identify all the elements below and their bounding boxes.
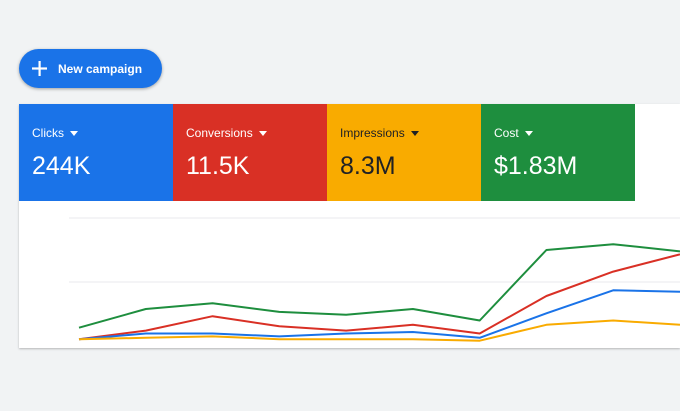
performance-chart — [69, 217, 680, 342]
series-line-2 — [78, 289, 680, 341]
metric-tile-cost[interactable]: Cost $1.83M — [481, 104, 635, 201]
metric-tile-conversions[interactable]: Conversions 11.5K — [173, 104, 327, 201]
new-campaign-label: New campaign — [58, 61, 143, 76]
metric-value: 244K — [32, 152, 91, 180]
metric-tiles: Clicks 244K Conversions 11.5K Impression… — [19, 104, 635, 201]
dropdown-caret-icon — [524, 130, 533, 136]
performance-card: Clicks 244K Conversions 11.5K Impression… — [19, 104, 680, 348]
series-line-1 — [78, 253, 680, 341]
metric-tile-impressions[interactable]: Impressions 8.3M — [327, 104, 481, 201]
dropdown-caret-icon — [410, 130, 419, 136]
metric-label: Conversions — [186, 126, 327, 140]
metric-label-text: Impressions — [340, 126, 405, 140]
plus-icon — [32, 61, 47, 76]
metric-label: Cost — [494, 126, 635, 140]
metric-label-text: Clicks — [32, 126, 64, 140]
metric-value: $1.83M — [494, 152, 578, 180]
metric-label-text: Conversions — [186, 126, 253, 140]
metric-tile-clicks[interactable]: Clicks 244K — [19, 104, 173, 201]
metric-label: Impressions — [340, 126, 481, 140]
metric-label: Clicks — [32, 126, 173, 140]
dropdown-caret-icon — [258, 130, 267, 136]
metric-value: 11.5K — [186, 152, 250, 180]
metric-label-text: Cost — [494, 126, 519, 140]
series-line-0 — [78, 243, 680, 329]
dropdown-caret-icon — [70, 130, 78, 136]
metric-value: 8.3M — [340, 152, 396, 180]
series-line-3 — [78, 319, 680, 342]
new-campaign-button[interactable]: New campaign — [19, 49, 162, 88]
